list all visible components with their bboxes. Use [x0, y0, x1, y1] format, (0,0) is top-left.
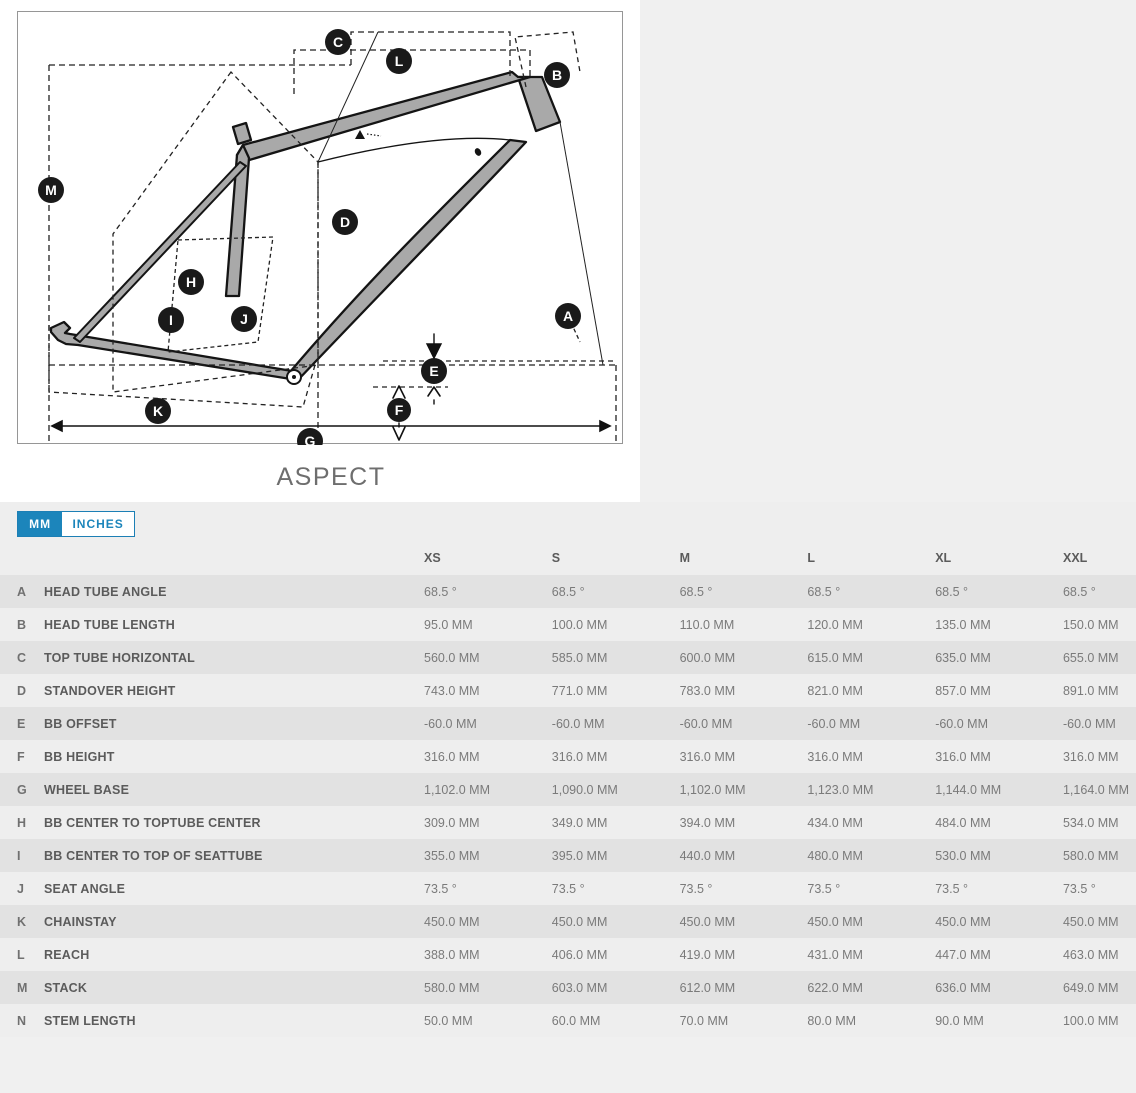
svg-text:J: J [240, 311, 248, 327]
svg-text:B: B [552, 67, 562, 83]
svg-text:F: F [395, 402, 404, 418]
svg-text:H: H [186, 274, 196, 290]
svg-text:K: K [153, 403, 163, 419]
svg-text:D: D [340, 214, 350, 230]
svg-text:E: E [429, 363, 438, 379]
svg-text:C: C [333, 34, 343, 50]
svg-text:L: L [395, 53, 404, 69]
svg-text:A: A [563, 308, 573, 324]
svg-text:G: G [305, 433, 316, 445]
svg-text:I: I [169, 312, 173, 328]
svg-text:M: M [45, 182, 57, 198]
